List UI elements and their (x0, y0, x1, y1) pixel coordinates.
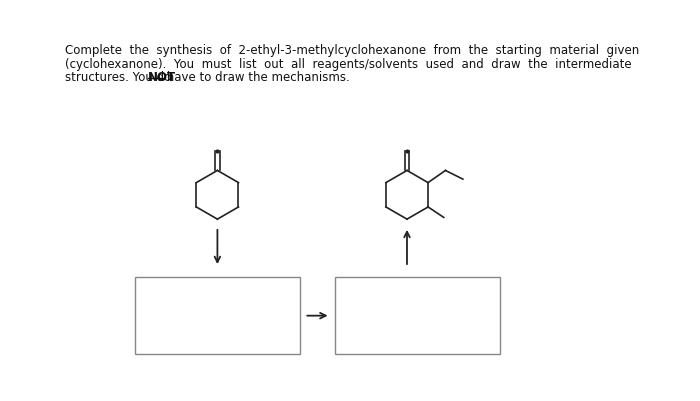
Text: Complete  the  synthesis  of  2-ethyl-3-methylcyclohexanone  from  the  starting: Complete the synthesis of 2-ethyl-3-meth… (65, 43, 640, 57)
Text: (cyclohexanone).  You  must  list  out  all  reagents/solvents  used  and  draw : (cyclohexanone). You must list out all r… (65, 57, 632, 70)
Bar (335, 278, 500, 354)
Bar (135, 278, 300, 354)
Text: structures. You do: structures. You do (65, 71, 175, 84)
Text: NOT: NOT (148, 71, 176, 84)
Text: have to draw the mechanisms.: have to draw the mechanisms. (163, 71, 350, 84)
